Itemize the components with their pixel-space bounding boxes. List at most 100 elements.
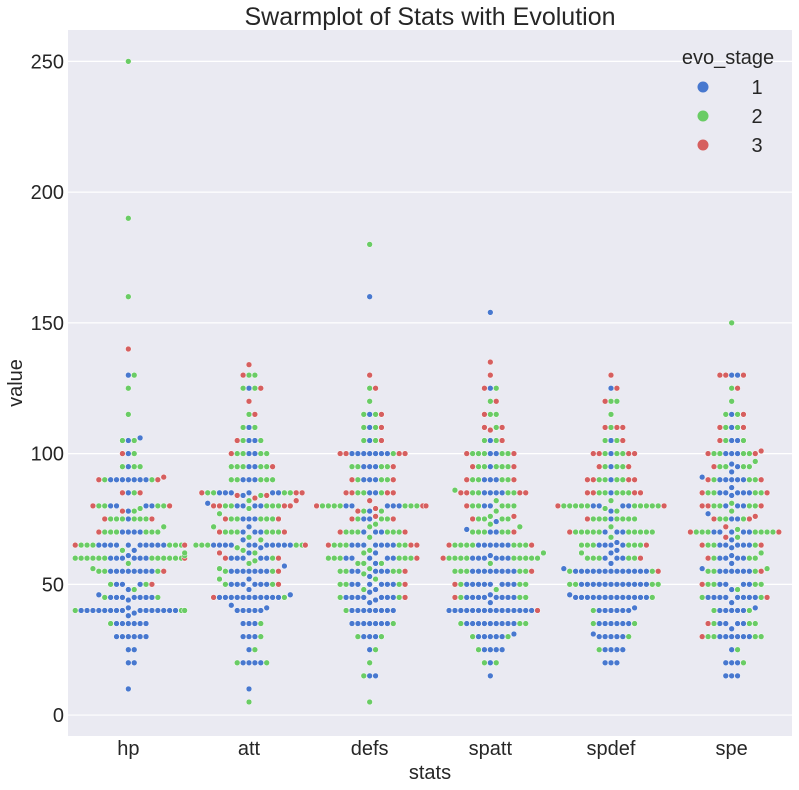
swarm-point xyxy=(234,492,241,499)
swarm-point xyxy=(510,513,518,520)
swarm-point xyxy=(590,607,597,614)
swarm-point xyxy=(487,372,494,379)
swarm-point xyxy=(637,502,644,510)
swarm-point xyxy=(136,607,144,614)
swarm-point xyxy=(136,515,144,523)
swarm-point xyxy=(384,607,391,614)
swarm-point xyxy=(125,586,132,593)
plot-area xyxy=(68,30,792,736)
swarm-point xyxy=(95,528,102,536)
chart-title: Swarmplot of Stats with Evolution xyxy=(245,3,616,31)
swarm-point xyxy=(378,541,385,549)
swarm-point xyxy=(578,541,585,549)
swarm-point xyxy=(590,581,597,588)
swarm-point xyxy=(655,568,662,575)
swarm-point xyxy=(469,502,476,510)
swarm-point xyxy=(504,463,512,470)
swarm-point xyxy=(728,468,735,476)
swarm-point xyxy=(360,560,367,567)
swarm-point xyxy=(493,497,500,504)
swarm-point xyxy=(89,502,97,510)
swarm-point xyxy=(746,594,753,601)
swarm-point xyxy=(516,607,523,614)
swarm-point xyxy=(740,555,747,562)
swarm-point xyxy=(601,515,609,523)
swarm-point xyxy=(257,544,264,551)
swarm-point xyxy=(125,633,132,640)
swarm-point xyxy=(390,541,397,549)
swarm-point xyxy=(516,541,523,549)
swarm-point xyxy=(245,646,253,653)
swarm-point xyxy=(613,594,621,601)
swarm-point xyxy=(239,476,247,483)
swarm-point xyxy=(366,293,373,300)
swarm-point xyxy=(481,450,488,457)
swarm-point xyxy=(728,607,735,614)
swarm-point xyxy=(251,594,259,601)
swarm-point xyxy=(631,555,638,562)
swarm-point xyxy=(722,541,729,549)
swarm-point xyxy=(596,568,603,575)
x-axis-label: stats xyxy=(409,762,451,784)
swarm-point xyxy=(619,607,626,614)
swarm-point xyxy=(239,437,247,444)
swarm-point xyxy=(83,541,91,549)
swarm-point xyxy=(348,489,356,496)
swarm-point xyxy=(384,489,391,496)
swarm-point xyxy=(154,568,161,575)
swarm-point xyxy=(613,607,621,614)
swarm-point xyxy=(475,528,482,536)
swarm-point xyxy=(504,450,512,457)
swarm-point xyxy=(89,541,97,549)
swarm-point xyxy=(251,463,259,470)
swarm-point xyxy=(734,489,741,496)
legend-marker xyxy=(697,81,709,93)
swarm-point xyxy=(366,372,373,379)
swarm-point xyxy=(631,541,638,549)
swarm-point xyxy=(257,515,264,523)
swarm-point xyxy=(457,581,464,588)
swarm-point xyxy=(528,607,535,614)
swarm-points xyxy=(72,58,783,706)
swarm-point xyxy=(487,398,494,405)
swarm-point xyxy=(251,581,259,588)
swarm-point xyxy=(487,633,494,640)
swarm-point xyxy=(245,424,253,431)
swarm-point xyxy=(584,541,591,549)
swarm-point xyxy=(722,568,729,575)
swarm-point xyxy=(498,463,506,470)
swarm-point xyxy=(619,437,626,444)
swarm-point xyxy=(131,547,138,554)
swarm-point xyxy=(481,620,488,627)
swarm-point xyxy=(607,424,615,431)
swarm-point xyxy=(125,560,132,567)
swarm-point xyxy=(752,476,759,483)
swarm-point xyxy=(716,489,724,496)
swarm-point xyxy=(487,581,494,588)
swarm-point xyxy=(716,568,724,575)
swarm-point xyxy=(372,489,379,496)
swarm-point xyxy=(728,450,735,457)
swarm-point xyxy=(475,620,482,627)
swarm-point xyxy=(372,521,379,528)
swarm-point xyxy=(354,541,362,549)
swarm-point xyxy=(631,528,638,536)
swarm-point xyxy=(366,450,373,457)
swarm-point xyxy=(348,594,356,601)
swarm-point xyxy=(378,560,385,567)
swarm-point xyxy=(475,607,482,614)
swarm-point xyxy=(95,502,102,510)
swarm-point xyxy=(504,476,512,483)
swarm-point xyxy=(487,426,494,434)
swarm-point xyxy=(142,581,150,588)
swarm-point xyxy=(331,541,338,549)
swarm-point xyxy=(643,581,650,588)
swarm-point xyxy=(372,437,379,444)
swarm-point xyxy=(463,541,470,549)
swarm-point xyxy=(728,507,735,515)
swarm-point xyxy=(148,502,156,510)
swarm-point xyxy=(136,581,144,588)
swarm-point xyxy=(360,607,367,614)
swarm-point xyxy=(239,424,247,431)
swarm-point xyxy=(245,476,253,483)
